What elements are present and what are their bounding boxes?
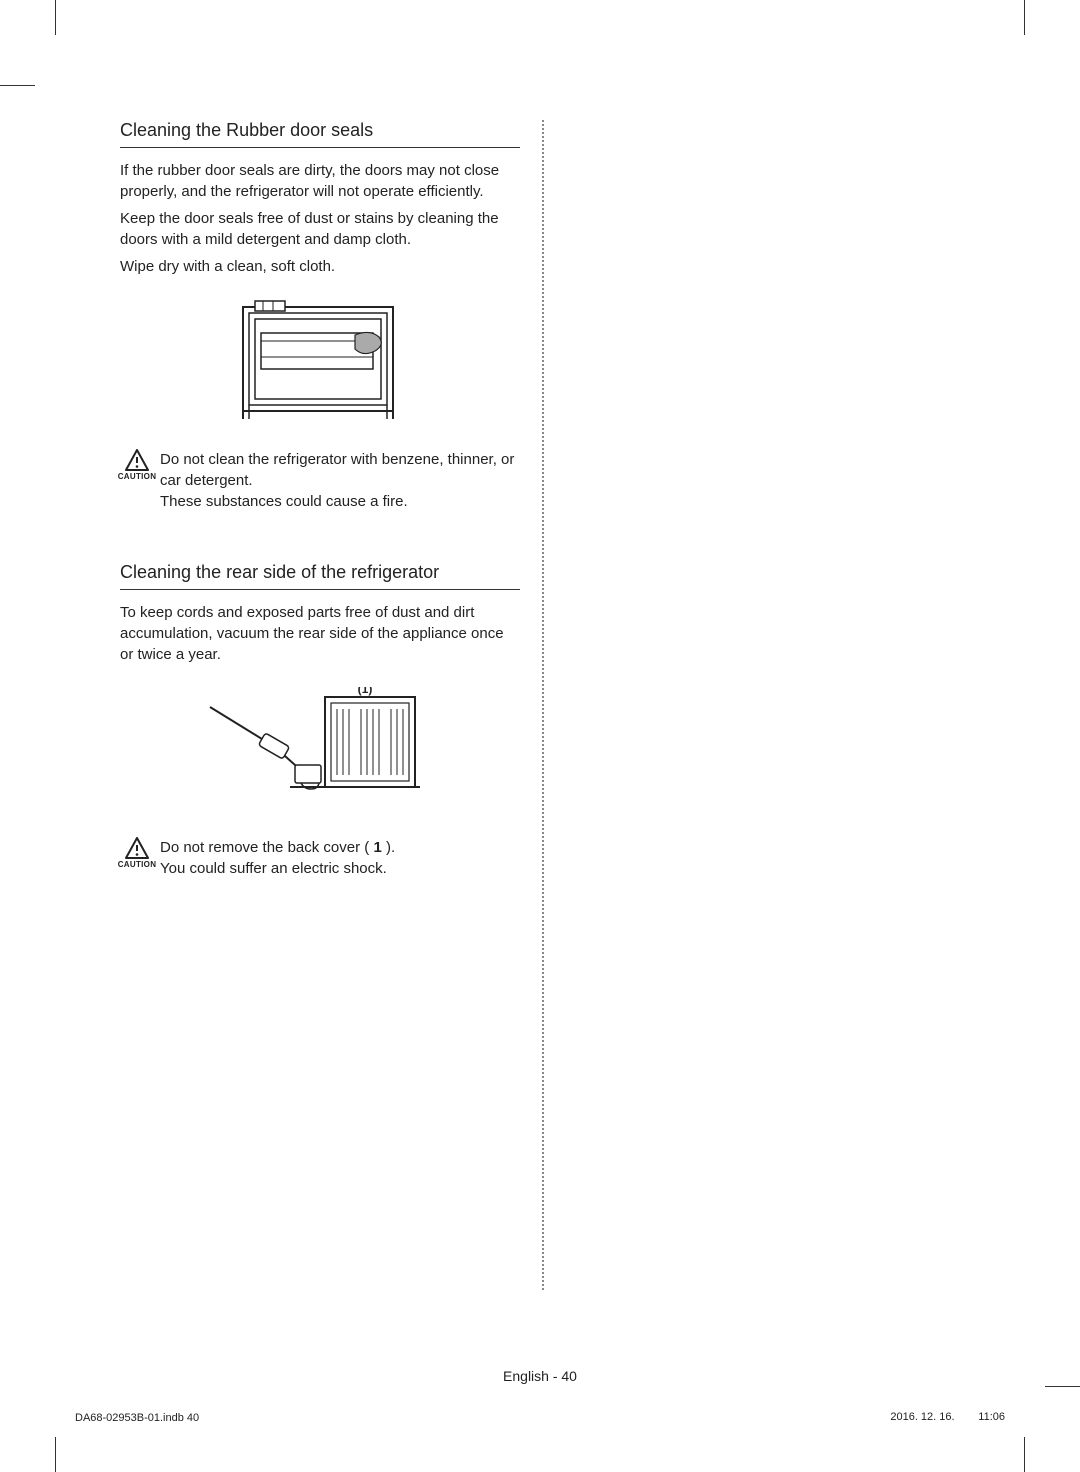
caution-icon: CAUTION [120, 449, 154, 481]
caution-label: CAUTION [118, 472, 157, 481]
illustration-rear-side: (1) [120, 687, 520, 807]
document-timestamp: 2016. 12. 16.  11:06 [890, 1410, 1005, 1424]
caution-text: Do not remove the back cover ( 1 ). You … [160, 837, 520, 879]
page-frame: Cleaning the Rubber door seals If the ru… [0, 0, 1080, 1472]
page-number-footer: English - 40 [0, 1368, 1080, 1384]
caution-text: Do not clean the refrigerator with benze… [160, 449, 520, 512]
left-column: Cleaning the Rubber door seals If the ru… [120, 120, 520, 879]
caution-label: CAUTION [118, 860, 157, 869]
caution-block: CAUTION Do not clean the refrigerator wi… [120, 449, 520, 512]
crop-mark [1024, 0, 1025, 35]
figure-label: (1) [358, 687, 373, 696]
caution-line-suffix: ). [382, 839, 395, 856]
crop-mark [0, 85, 35, 86]
document-filename: DA68-02953B-01.indb 40 [75, 1412, 199, 1424]
caution-line: These substances could cause a fire. [160, 493, 408, 510]
illustration-door-seal [120, 299, 520, 419]
crop-mark [55, 0, 56, 35]
caution-icon: CAUTION [120, 837, 154, 869]
crop-mark [1045, 1386, 1080, 1387]
caution-reference-number: 1 [373, 839, 381, 856]
body-paragraph: Wipe dry with a clean, soft cloth. [120, 256, 520, 277]
section-heading-rear-side: Cleaning the rear side of the refrigerat… [120, 562, 520, 590]
warning-triangle-icon [125, 449, 149, 471]
caution-line: You could suffer an electric shock. [160, 860, 387, 877]
caution-line-prefix: Do not remove the back cover ( [160, 839, 373, 856]
warning-triangle-icon [125, 837, 149, 859]
caution-line: Do not clean the refrigerator with benze… [160, 451, 514, 489]
crop-mark [55, 1437, 56, 1472]
body-paragraph: Keep the door seals free of dust or stai… [120, 208, 520, 250]
caution-block: CAUTION Do not remove the back cover ( 1… [120, 837, 520, 879]
body-paragraph: If the rubber door seals are dirty, the … [120, 160, 520, 202]
section-heading-door-seals: Cleaning the Rubber door seals [120, 120, 520, 148]
crop-mark [1024, 1437, 1025, 1472]
body-paragraph: To keep cords and exposed parts free of … [120, 602, 520, 665]
column-divider [542, 120, 544, 1290]
content-area: Cleaning the Rubber door seals If the ru… [120, 120, 940, 1350]
